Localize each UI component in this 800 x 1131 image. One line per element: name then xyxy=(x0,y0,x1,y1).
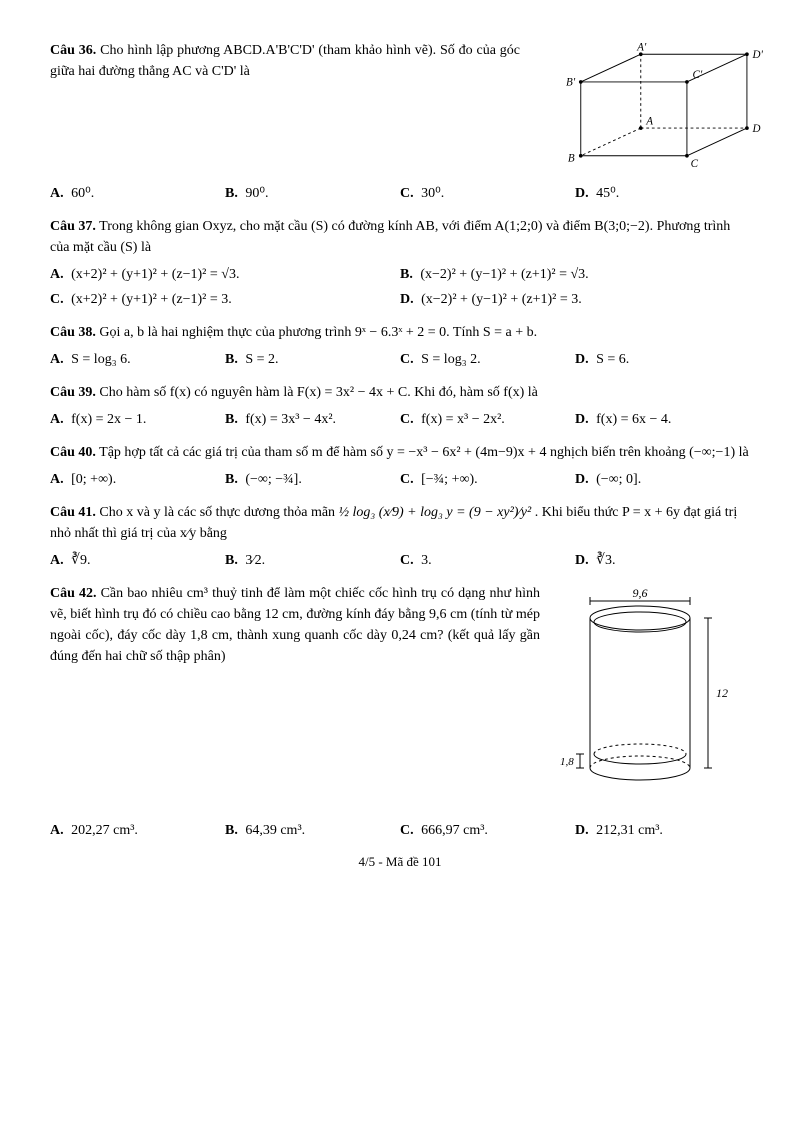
q42-body: Cần bao nhiêu cm³ thuỷ tinh để làm một c… xyxy=(50,586,540,664)
svg-text:A: A xyxy=(645,115,653,127)
q41-eq: ½ log₃ (x⁄9) + log₃ y = (9 − xy²)⁄y² xyxy=(339,505,532,520)
q36-body: Cho hình lập phương ABCD.A'B'C'D' (tham … xyxy=(50,43,520,79)
q38-opt-c: S = log₃ 2. xyxy=(421,352,480,367)
q38-body: Gọi a, b là hai nghiệm thực của phương t… xyxy=(99,325,537,340)
q37-opt-a: (x+2)² + (y+1)² + (z−1)² = √3. xyxy=(71,267,239,282)
q41-opt-b: 3⁄2. xyxy=(245,553,265,568)
q40-opt-a: [0; +∞). xyxy=(71,472,116,487)
q41-opt-c: 3. xyxy=(421,553,432,568)
q36-opt-a: 60⁰. xyxy=(71,186,94,201)
svg-text:C: C xyxy=(691,158,699,170)
q38-opt-d: S = 6. xyxy=(596,352,629,367)
q36-opt-d: 45⁰. xyxy=(596,186,619,201)
cylinder-diagram: 9,6 12 1,8 xyxy=(550,583,750,793)
q40-body: Tập hợp tất cả các giá trị của tham số m… xyxy=(99,445,749,460)
q42-opt-d: 212,31 cm³. xyxy=(596,823,663,838)
q41-opt-d: ∛3. xyxy=(596,553,615,568)
q39-opt-c: f(x) = x³ − 2x². xyxy=(421,412,505,427)
q40-opt-d: (−∞; 0]. xyxy=(596,472,641,487)
q36-opt-b: 90⁰. xyxy=(245,186,268,201)
q37-label: Câu 37. xyxy=(50,219,96,234)
q38-opt-a: S = log₃ 6. xyxy=(71,352,130,367)
q42-opt-c: 666,97 cm³. xyxy=(421,823,488,838)
svg-text:B: B xyxy=(568,152,575,164)
svg-text:D: D xyxy=(751,123,760,135)
q42-label: Câu 42. xyxy=(50,586,96,601)
svg-text:D': D' xyxy=(751,49,763,61)
q38-opt-b: S = 2. xyxy=(245,352,278,367)
q36-text: Câu 36. Cho hình lập phương ABCD.A'B'C'D… xyxy=(50,40,520,177)
q41-pre: Cho x và y là các số thực dương thỏa mãn xyxy=(99,505,338,520)
page-footer: 4/5 - Mã đề 101 xyxy=(50,852,750,872)
question-39: Câu 39. Cho hàm số f(x) có nguyên hàm là… xyxy=(50,382,750,432)
q40-label: Câu 40. xyxy=(50,445,96,460)
q36-options: A. 60⁰. B. 90⁰. C. 30⁰. D. 45⁰. xyxy=(50,181,750,206)
svg-text:9,6: 9,6 xyxy=(633,586,648,600)
svg-text:1,8: 1,8 xyxy=(560,756,574,768)
q40-opt-c: [−¾; +∞). xyxy=(421,472,478,487)
svg-text:A': A' xyxy=(636,42,647,54)
question-36: Câu 36. Cho hình lập phương ABCD.A'B'C'D… xyxy=(50,40,750,206)
question-37: Câu 37. Trong không gian Oxyz, cho mặt c… xyxy=(50,216,750,312)
q39-opt-b: f(x) = 3x³ − 4x². xyxy=(245,412,336,427)
q39-opt-a: f(x) = 2x − 1. xyxy=(71,412,146,427)
question-40: Câu 40. Tập hợp tất cả các giá trị của t… xyxy=(50,442,750,492)
q41-label: Câu 41. xyxy=(50,505,96,520)
q37-opt-d: (x−2)² + (y−1)² + (z+1)² = 3. xyxy=(421,292,582,307)
question-38: Câu 38. Gọi a, b là hai nghiệm thực của … xyxy=(50,322,750,372)
q36-label: Câu 36. xyxy=(50,43,96,58)
question-42: Câu 42. Cần bao nhiêu cm³ thuỷ tinh để l… xyxy=(50,583,750,843)
svg-text:C': C' xyxy=(692,69,702,81)
q42-opt-a: 202,27 cm³. xyxy=(71,823,138,838)
q40-opt-b: (−∞; −¾]. xyxy=(245,472,302,487)
question-41: Câu 41. Cho x và y là các số thực dương … xyxy=(50,502,750,573)
q42-figure: 9,6 12 1,8 xyxy=(550,583,750,800)
svg-text:B': B' xyxy=(566,77,576,89)
q37-opt-b: (x−2)² + (y−1)² + (z+1)² = √3. xyxy=(420,267,588,282)
q36-figure: ABCDA'B'C'D' xyxy=(530,40,750,177)
q36-opt-c: 30⁰. xyxy=(421,186,444,201)
svg-text:12: 12 xyxy=(716,686,728,700)
cube-diagram: A B C D A' B' C' D' xyxy=(530,40,770,170)
q41-opt-a: ∛9. xyxy=(71,553,90,568)
q37-opt-c: (x+2)² + (y+1)² + (z−1)² = 3. xyxy=(71,292,232,307)
q39-body: Cho hàm số f(x) có nguyên hàm là F(x) = … xyxy=(99,385,537,400)
q39-opt-d: f(x) = 6x − 4. xyxy=(596,412,671,427)
q39-label: Câu 39. xyxy=(50,385,96,400)
q42-opt-b: 64,39 cm³. xyxy=(245,823,305,838)
q37-body: Trong không gian Oxyz, cho mặt cầu (S) c… xyxy=(50,219,730,255)
q38-label: Câu 38. xyxy=(50,325,96,340)
